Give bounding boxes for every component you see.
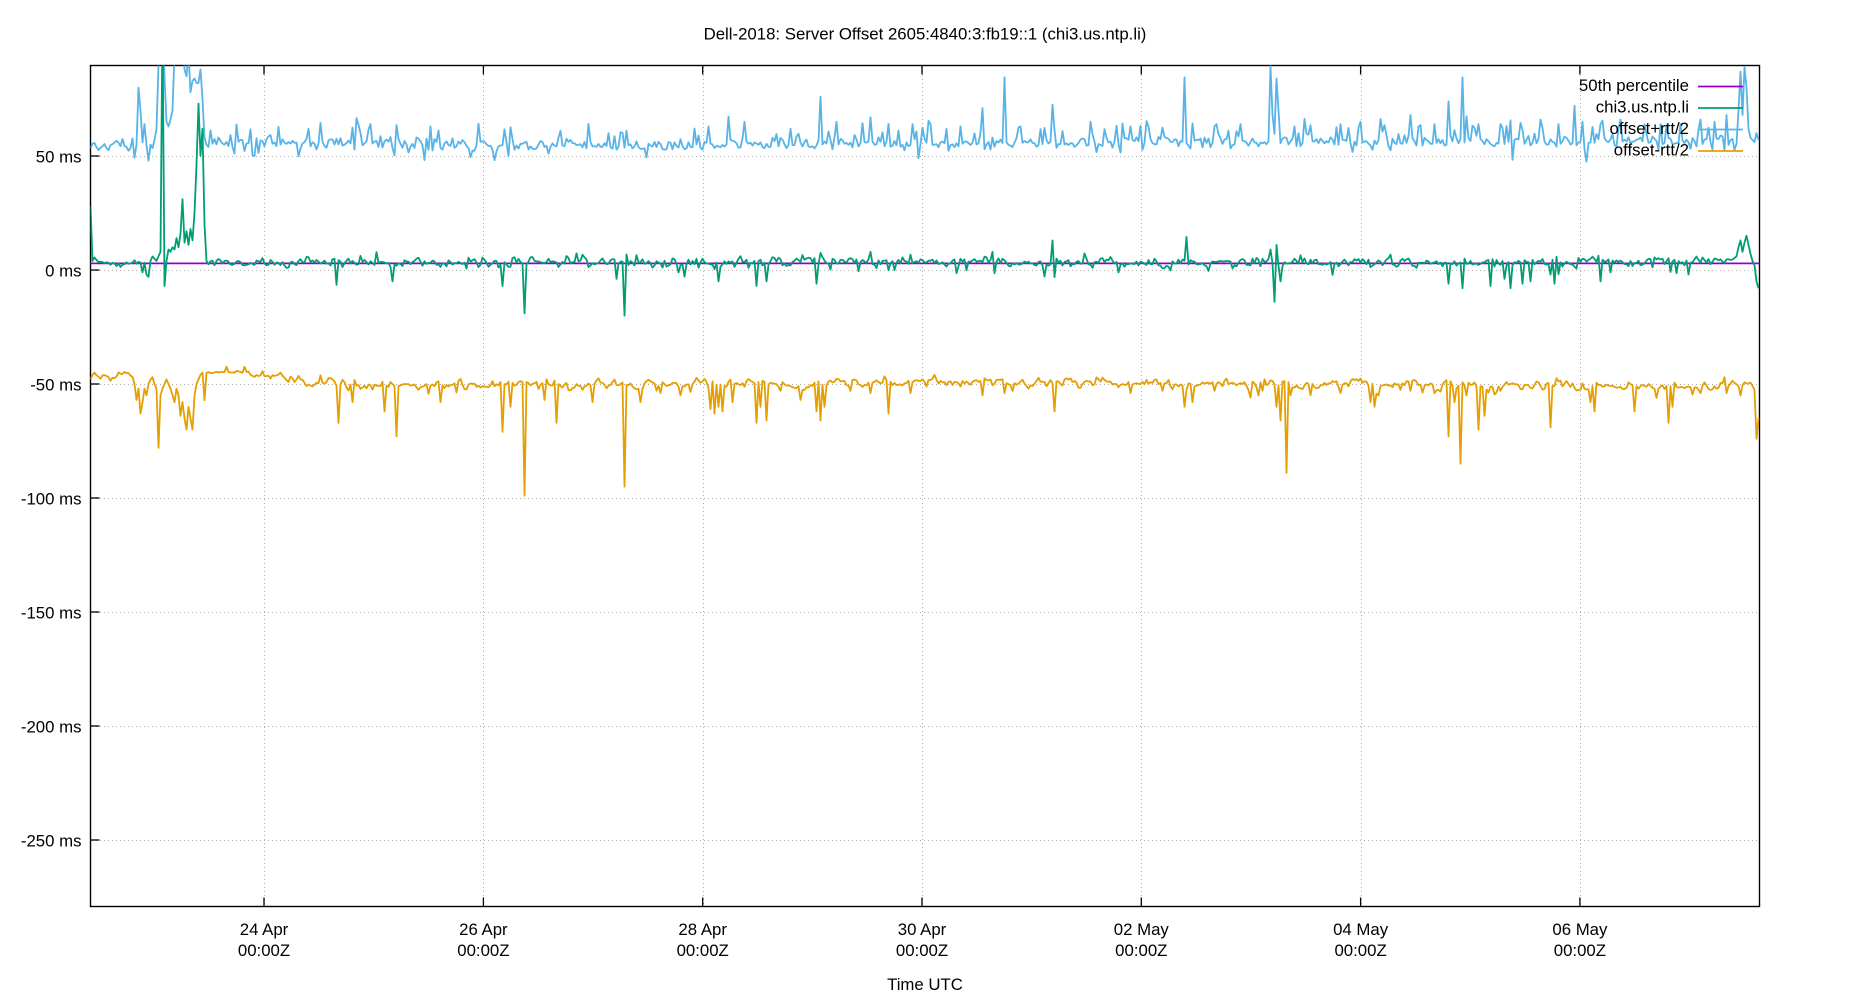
svg-text:-50 ms: -50 ms [30, 375, 81, 394]
svg-text:00:00Z: 00:00Z [677, 941, 729, 960]
svg-text:26 Apr: 26 Apr [459, 920, 508, 939]
svg-text:-100 ms: -100 ms [21, 489, 82, 508]
svg-text:00:00Z: 00:00Z [1115, 941, 1167, 960]
svg-text:00:00Z: 00:00Z [457, 941, 509, 960]
svg-text:02 May: 02 May [1114, 920, 1170, 939]
svg-text:24 Apr: 24 Apr [240, 920, 289, 939]
svg-text:-200 ms: -200 ms [21, 717, 82, 736]
svg-text:06 May: 06 May [1552, 920, 1608, 939]
svg-text:offset+rtt/2: offset+rtt/2 [1610, 119, 1689, 138]
svg-text:00:00Z: 00:00Z [1554, 941, 1606, 960]
svg-text:04 May: 04 May [1333, 920, 1389, 939]
svg-text:Dell-2018: Server Offset 2605:: Dell-2018: Server Offset 2605:4840:3:fb1… [704, 25, 1147, 44]
svg-text:00:00Z: 00:00Z [1334, 941, 1386, 960]
svg-text:0 ms: 0 ms [45, 261, 81, 280]
svg-text:00:00Z: 00:00Z [896, 941, 948, 960]
svg-text:offset-rtt/2: offset-rtt/2 [1614, 141, 1689, 160]
svg-text:-150 ms: -150 ms [21, 603, 82, 622]
svg-text:chi3.us.ntp.li: chi3.us.ntp.li [1596, 98, 1689, 117]
svg-text:-250 ms: -250 ms [21, 831, 82, 850]
svg-text:Time UTC: Time UTC [887, 975, 963, 994]
svg-text:50 ms: 50 ms [36, 147, 82, 166]
svg-text:30 Apr: 30 Apr [898, 920, 947, 939]
svg-text:28 Apr: 28 Apr [678, 920, 727, 939]
svg-text:00:00Z: 00:00Z [238, 941, 290, 960]
svg-text:50th percentile: 50th percentile [1579, 76, 1689, 95]
